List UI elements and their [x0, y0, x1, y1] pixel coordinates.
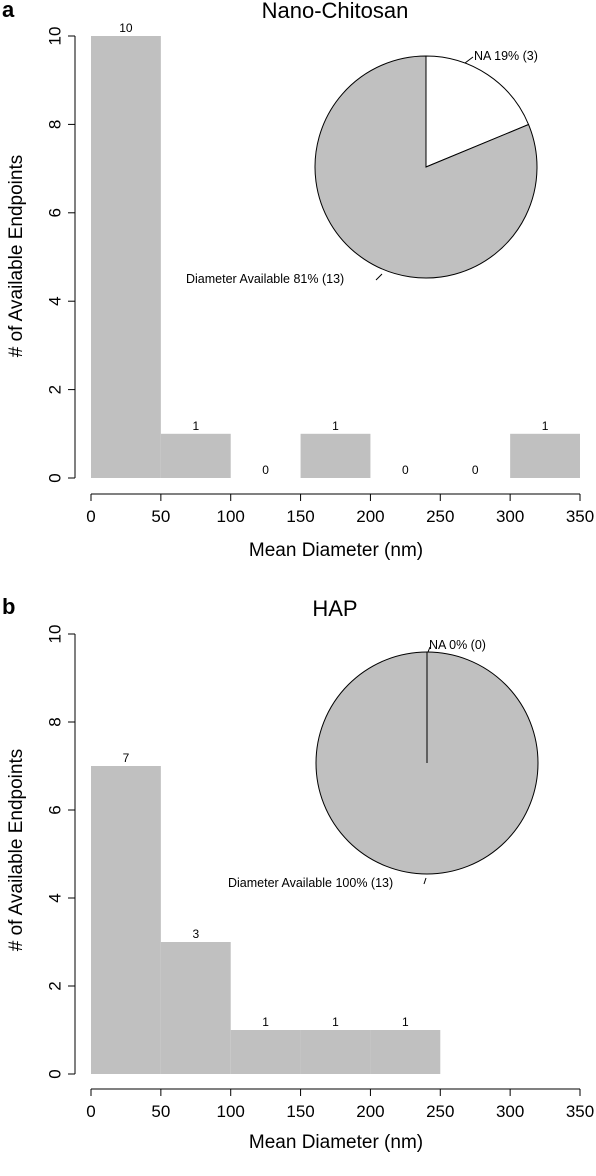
- chart-panel-b: b HAP # of Available Endpoints Mean Diam…: [0, 594, 596, 1176]
- x-tick-label: 100: [217, 507, 245, 526]
- y-tick-label: 8: [46, 717, 65, 726]
- bar-data-label: 0: [402, 463, 409, 477]
- x-tick-label: 150: [286, 1102, 314, 1121]
- x-tick-label: 0: [86, 1102, 95, 1121]
- histogram-bar: [91, 766, 161, 1074]
- bar-data-label: 7: [123, 751, 130, 765]
- y-tick-label: 6: [46, 208, 65, 217]
- pie-leader-line: [464, 56, 474, 64]
- pie-leader-line: [427, 646, 431, 653]
- y-tick-label: 0: [46, 1069, 65, 1078]
- x-tick-label: 250: [426, 1102, 454, 1121]
- panel-label: b: [2, 594, 16, 619]
- bar-data-label: 1: [402, 1015, 409, 1029]
- pie-slice-label: NA 19% (3): [474, 49, 538, 63]
- x-tick-label: 150: [286, 507, 314, 526]
- chart-title: Nano-Chitosan: [261, 0, 409, 23]
- y-tick-label: 10: [46, 625, 65, 644]
- histogram-bar: [370, 1030, 441, 1074]
- y-tick-label: 2: [46, 385, 65, 394]
- x-tick-label: 100: [217, 1102, 245, 1121]
- y-axis-label: # of Available Endpoints: [6, 154, 27, 358]
- y-tick-label: 0: [46, 473, 65, 482]
- pie-leader-line: [375, 273, 383, 281]
- panel-label: a: [2, 0, 15, 22]
- pie-slice: [425, 55, 530, 168]
- x-tick-label: 0: [86, 507, 95, 526]
- y-tick-label: 10: [46, 27, 65, 46]
- histogram-bar: [300, 433, 371, 478]
- bar-data-label: 0: [262, 463, 269, 477]
- pie-slice-label: Diameter Available 81% (13): [186, 272, 344, 286]
- y-tick-label: 4: [46, 296, 65, 305]
- bar-data-label: 1: [332, 419, 339, 433]
- histogram-bar: [230, 1030, 301, 1074]
- x-tick-label: 50: [151, 507, 170, 526]
- chart-panel-a: a Nano-Chitosan # of Available Endpoints…: [0, 0, 596, 580]
- pie-slice-label: NA 0% (0): [429, 638, 486, 652]
- bar-data-label: 1: [262, 1015, 269, 1029]
- x-tick-label: 350: [566, 1102, 594, 1121]
- y-axis-label: # of Available Endpoints: [6, 748, 27, 952]
- x-axis-label: Mean Diameter (nm): [248, 1132, 424, 1153]
- x-tick-label: 300: [496, 507, 524, 526]
- bar-data-label: 3: [192, 927, 199, 941]
- bar-data-label: 10: [119, 21, 133, 35]
- histogram-bar: [91, 36, 161, 478]
- x-tick-label: 200: [356, 1102, 384, 1121]
- histogram-bar: [160, 433, 231, 478]
- x-tick-label: 300: [496, 1102, 524, 1121]
- x-tick-label: 200: [356, 507, 384, 526]
- bar-data-label: 1: [332, 1015, 339, 1029]
- pie-slice: [314, 55, 538, 279]
- x-axis-label: Mean Diameter (nm): [248, 540, 424, 561]
- bar-data-label: 1: [192, 419, 199, 433]
- y-tick-label: 6: [46, 805, 65, 814]
- histogram-bar: [160, 942, 231, 1074]
- x-tick-label: 350: [566, 507, 594, 526]
- chart-title: HAP: [312, 596, 358, 621]
- x-tick-label: 50: [151, 1102, 170, 1121]
- pie-slice-label: Diameter Available 100% (13): [228, 876, 393, 890]
- y-tick-label: 4: [46, 893, 65, 902]
- x-tick-label: 250: [426, 507, 454, 526]
- bar-data-label: 0: [472, 463, 479, 477]
- y-tick-label: 8: [46, 120, 65, 129]
- y-tick-label: 2: [46, 981, 65, 990]
- pie-leader-line: [423, 877, 427, 885]
- histogram-bar: [510, 433, 580, 478]
- histogram-bar: [300, 1030, 371, 1074]
- bar-data-label: 1: [542, 419, 549, 433]
